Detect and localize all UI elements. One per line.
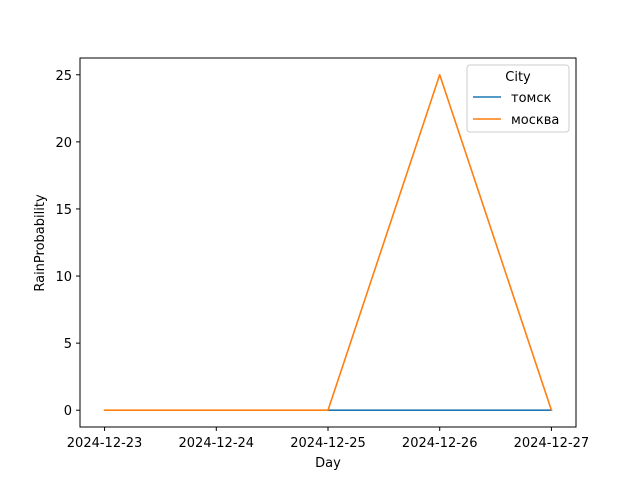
y-tick-label: 10 (55, 270, 72, 285)
legend-items: томск москва (473, 91, 559, 128)
legend-frame (466, 64, 570, 133)
x-tick-label: 2024-12-26 (402, 436, 478, 451)
series-line-1 (103, 73, 553, 412)
series-layer (103, 73, 553, 412)
x-axis-label: Day (315, 456, 341, 471)
y-tick-label: 20 (55, 136, 72, 151)
y-axis-label: RainProbability (33, 194, 48, 292)
legend-title: City (505, 70, 531, 85)
y-tick-label: 15 (55, 203, 72, 218)
y-axis-ticks: 0 5 10 15 20 25 (55, 69, 80, 419)
y-tick-label: 25 (55, 69, 72, 84)
y-tick-label: 0 (64, 404, 72, 419)
legend-label-0: томск (511, 91, 551, 106)
x-tick-label: 2024-12-25 (290, 436, 366, 451)
x-axis-ticks: 2024-12-23 2024-12-24 2024-12-25 2024-12-26… (67, 427, 589, 451)
legend: City томск москва (466, 64, 570, 133)
x-tick-label: 2024-12-23 (67, 436, 143, 451)
x-tick-label: 2024-12-24 (179, 436, 255, 451)
y-tick-label: 5 (64, 337, 72, 352)
legend-label-1: москва (511, 113, 559, 128)
x-tick-label: 2024-12-27 (514, 436, 590, 451)
